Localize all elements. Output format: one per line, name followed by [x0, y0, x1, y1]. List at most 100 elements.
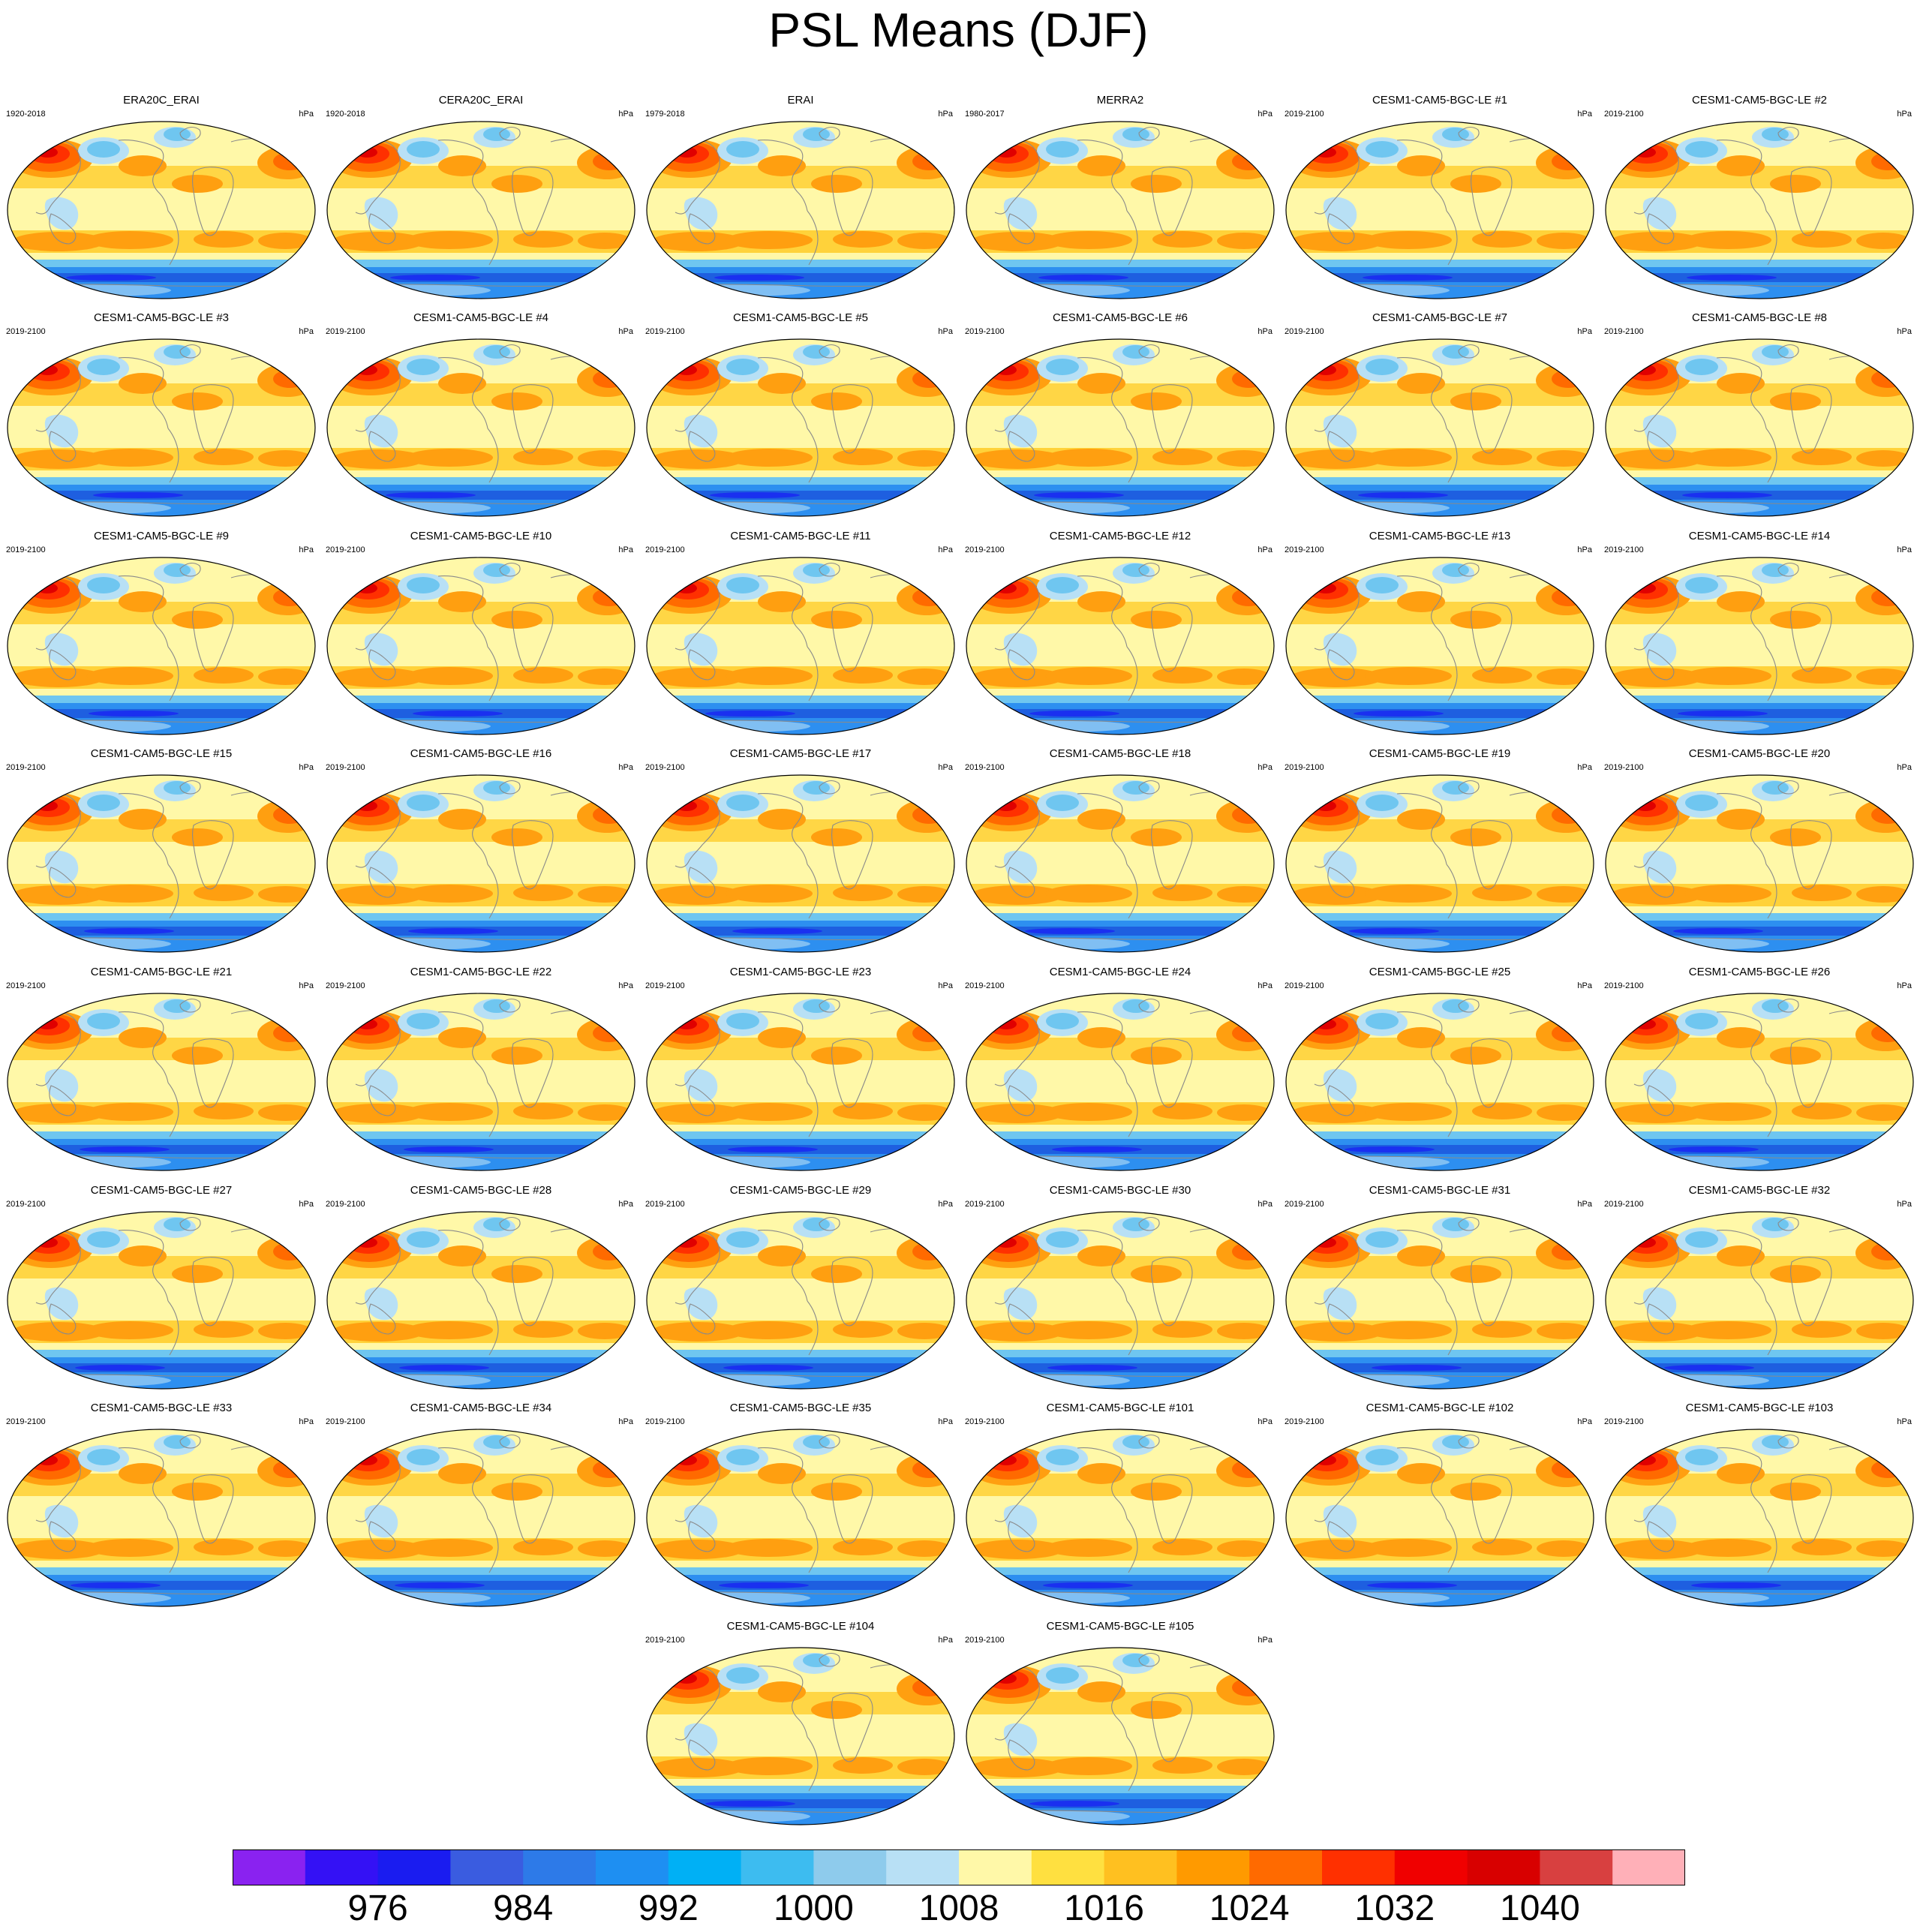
psl-field-so-trough-mid — [1286, 1575, 1594, 1582]
psl-field-icelandic-low-inner — [1122, 1218, 1149, 1231]
psl-field-azores-high — [1770, 1047, 1821, 1065]
psl-field-sh-high-pacific-west — [1610, 232, 1703, 251]
map-panel: CESM1-CAM5-BGC-LE #29 2019-2100 hPa — [645, 1184, 956, 1391]
psl-field-warm-pool-low — [684, 1068, 718, 1102]
psl-field-azores-high — [811, 1265, 862, 1283]
panel-years: 2019-2100 — [645, 1417, 685, 1426]
psl-field-antarctic-plateau — [995, 502, 1130, 514]
psl-field-so-core — [732, 928, 822, 934]
psl-field-so-core — [1029, 711, 1119, 717]
psl-field-antarctic-plateau — [356, 1375, 491, 1387]
psl-field-so-trough-mid — [327, 1139, 635, 1146]
coastline-greenland — [819, 1216, 840, 1231]
psl-field-antarctic-plateau — [36, 938, 171, 950]
psl-field-sh-high-pacific-west — [971, 449, 1064, 469]
psl-field-sh-high-indian — [578, 450, 632, 467]
coastline-africa — [511, 384, 554, 454]
coastline-africa — [1470, 1038, 1513, 1108]
psl-field-so-core — [1349, 928, 1439, 934]
coastline-south-america — [807, 428, 819, 483]
psl-field-warm-pool-low — [1003, 1068, 1038, 1102]
psl-field-sh-high-indian — [1537, 233, 1591, 249]
psl-field-sh-high-pacific — [406, 667, 493, 685]
psl-field-icelandic-low-inner — [483, 781, 510, 795]
psl-field-so-trough-mid — [1606, 1357, 1913, 1365]
colorbar-border — [233, 1849, 1685, 1885]
psl-field-so-trough-mid — [8, 703, 315, 711]
coastline-south-america — [167, 646, 179, 702]
psl-field-warm-pool-low — [1323, 197, 1357, 230]
psl-field-warm-pool-low — [1642, 1504, 1677, 1538]
psl-field-aleutian-low-inner — [1046, 359, 1079, 375]
psl-field-sh-high-pacific — [1045, 1539, 1132, 1557]
psl-field-sh-high-pacific — [1045, 667, 1132, 685]
coastline-australia — [1647, 649, 1675, 681]
map-panel: CESM1-CAM5-BGC-LE #18 2019-2100 hPa — [965, 747, 1275, 954]
panel-years: 2019-2100 — [1285, 1200, 1324, 1209]
map-panel: ERAI 1979-2018 hPa — [645, 94, 956, 301]
panel-units: hPa — [1257, 1636, 1272, 1645]
psl-field-azores-high — [1450, 828, 1501, 846]
psl-field-aleutian-low-inner — [726, 1449, 759, 1465]
map-outline — [966, 1647, 1275, 1825]
coastline-australia — [688, 1085, 716, 1116]
panel-units: hPa — [1577, 1417, 1592, 1426]
psl-field-so-core — [1354, 711, 1444, 717]
psl-field-so-trough-outer — [1606, 696, 1913, 705]
psl-field-sh-high-pacific-west — [1291, 449, 1384, 469]
psl-field-sh-high-pacific-west — [332, 449, 425, 469]
panel-title: CESM1-CAM5-BGC-LE #103 — [1685, 1402, 1834, 1414]
psl-field-icelandic-low-inner — [1762, 1435, 1789, 1449]
psl-field-aleutian-low-inner — [407, 1013, 440, 1029]
coastline-north-america — [757, 1011, 808, 1083]
panel-years: 2019-2100 — [1604, 110, 1644, 119]
psl-field-so-core — [413, 711, 503, 717]
psl-field-so-trough-outer — [1286, 1131, 1594, 1140]
psl-field-na-high — [119, 1463, 167, 1484]
psl-field-sh-high-pacific-west — [12, 449, 105, 469]
psl-field-na-high — [758, 809, 806, 830]
map-outline — [966, 993, 1275, 1171]
coastline-australia — [1008, 1303, 1035, 1335]
psl-field-na-high — [1717, 591, 1765, 612]
panel-title: CESM1-CAM5-BGC-LE #5 — [732, 311, 869, 324]
psl-field-icelandic-low-inner — [1762, 781, 1789, 795]
psl-map — [7, 1429, 316, 1607]
map-panel: CESM1-CAM5-BGC-LE #17 2019-2100 hPa — [645, 747, 956, 954]
psl-field-na-high — [1717, 809, 1765, 830]
coastline-australia — [1008, 1739, 1035, 1771]
coastline-africa — [1470, 167, 1513, 236]
panel-title: CESM1-CAM5-BGC-LE #31 — [1369, 1184, 1511, 1197]
psl-field-so-core — [1673, 928, 1763, 934]
psl-field-so-core — [1687, 275, 1777, 281]
map-outline — [966, 121, 1275, 299]
psl-field-aleutian-low-inner — [1685, 141, 1718, 158]
psl-field-sh-high-indian — [897, 450, 951, 467]
psl-field-sh-high-atlantic — [1792, 449, 1852, 465]
psl-field-sh-high-atlantic — [1152, 1103, 1212, 1119]
psl-field-sh-high-atlantic — [1152, 231, 1212, 248]
coastline-australia — [49, 1303, 77, 1335]
psl-field-sh-high-atlantic — [833, 1103, 893, 1119]
psl-field-sh-high-atlantic — [1472, 1539, 1532, 1555]
psl-field-antarctic-plateau — [1315, 1156, 1450, 1168]
psl-field-azores-high — [811, 828, 862, 846]
coastline-africa — [1150, 820, 1193, 890]
psl-field-warm-pool-low — [1003, 1504, 1038, 1538]
map-panel: CESM1-CAM5-BGC-LE #20 2019-2100 hPa — [1604, 747, 1915, 954]
panel-years: 2019-2100 — [6, 327, 46, 336]
psl-field-azores-high — [1131, 1483, 1182, 1501]
coastline-africa — [511, 167, 554, 236]
psl-field-so-core — [93, 492, 183, 498]
psl-field-azores-high — [1131, 1047, 1182, 1065]
coastline-australia — [1008, 431, 1035, 462]
coastline-south-america — [1446, 210, 1458, 266]
map-outline — [966, 774, 1275, 953]
psl-field-so-trough-outer — [1286, 1567, 1594, 1576]
psl-field-so-trough-outer — [1286, 1350, 1594, 1359]
map-outline — [1285, 1429, 1594, 1607]
psl-field-so-trough-outer — [8, 260, 315, 269]
map-panel: CESM1-CAM5-BGC-LE #13 2019-2100 hPa — [1285, 530, 1595, 737]
panel-title: CESM1-CAM5-BGC-LE #35 — [729, 1402, 872, 1414]
psl-field-azores-high — [172, 1265, 223, 1283]
